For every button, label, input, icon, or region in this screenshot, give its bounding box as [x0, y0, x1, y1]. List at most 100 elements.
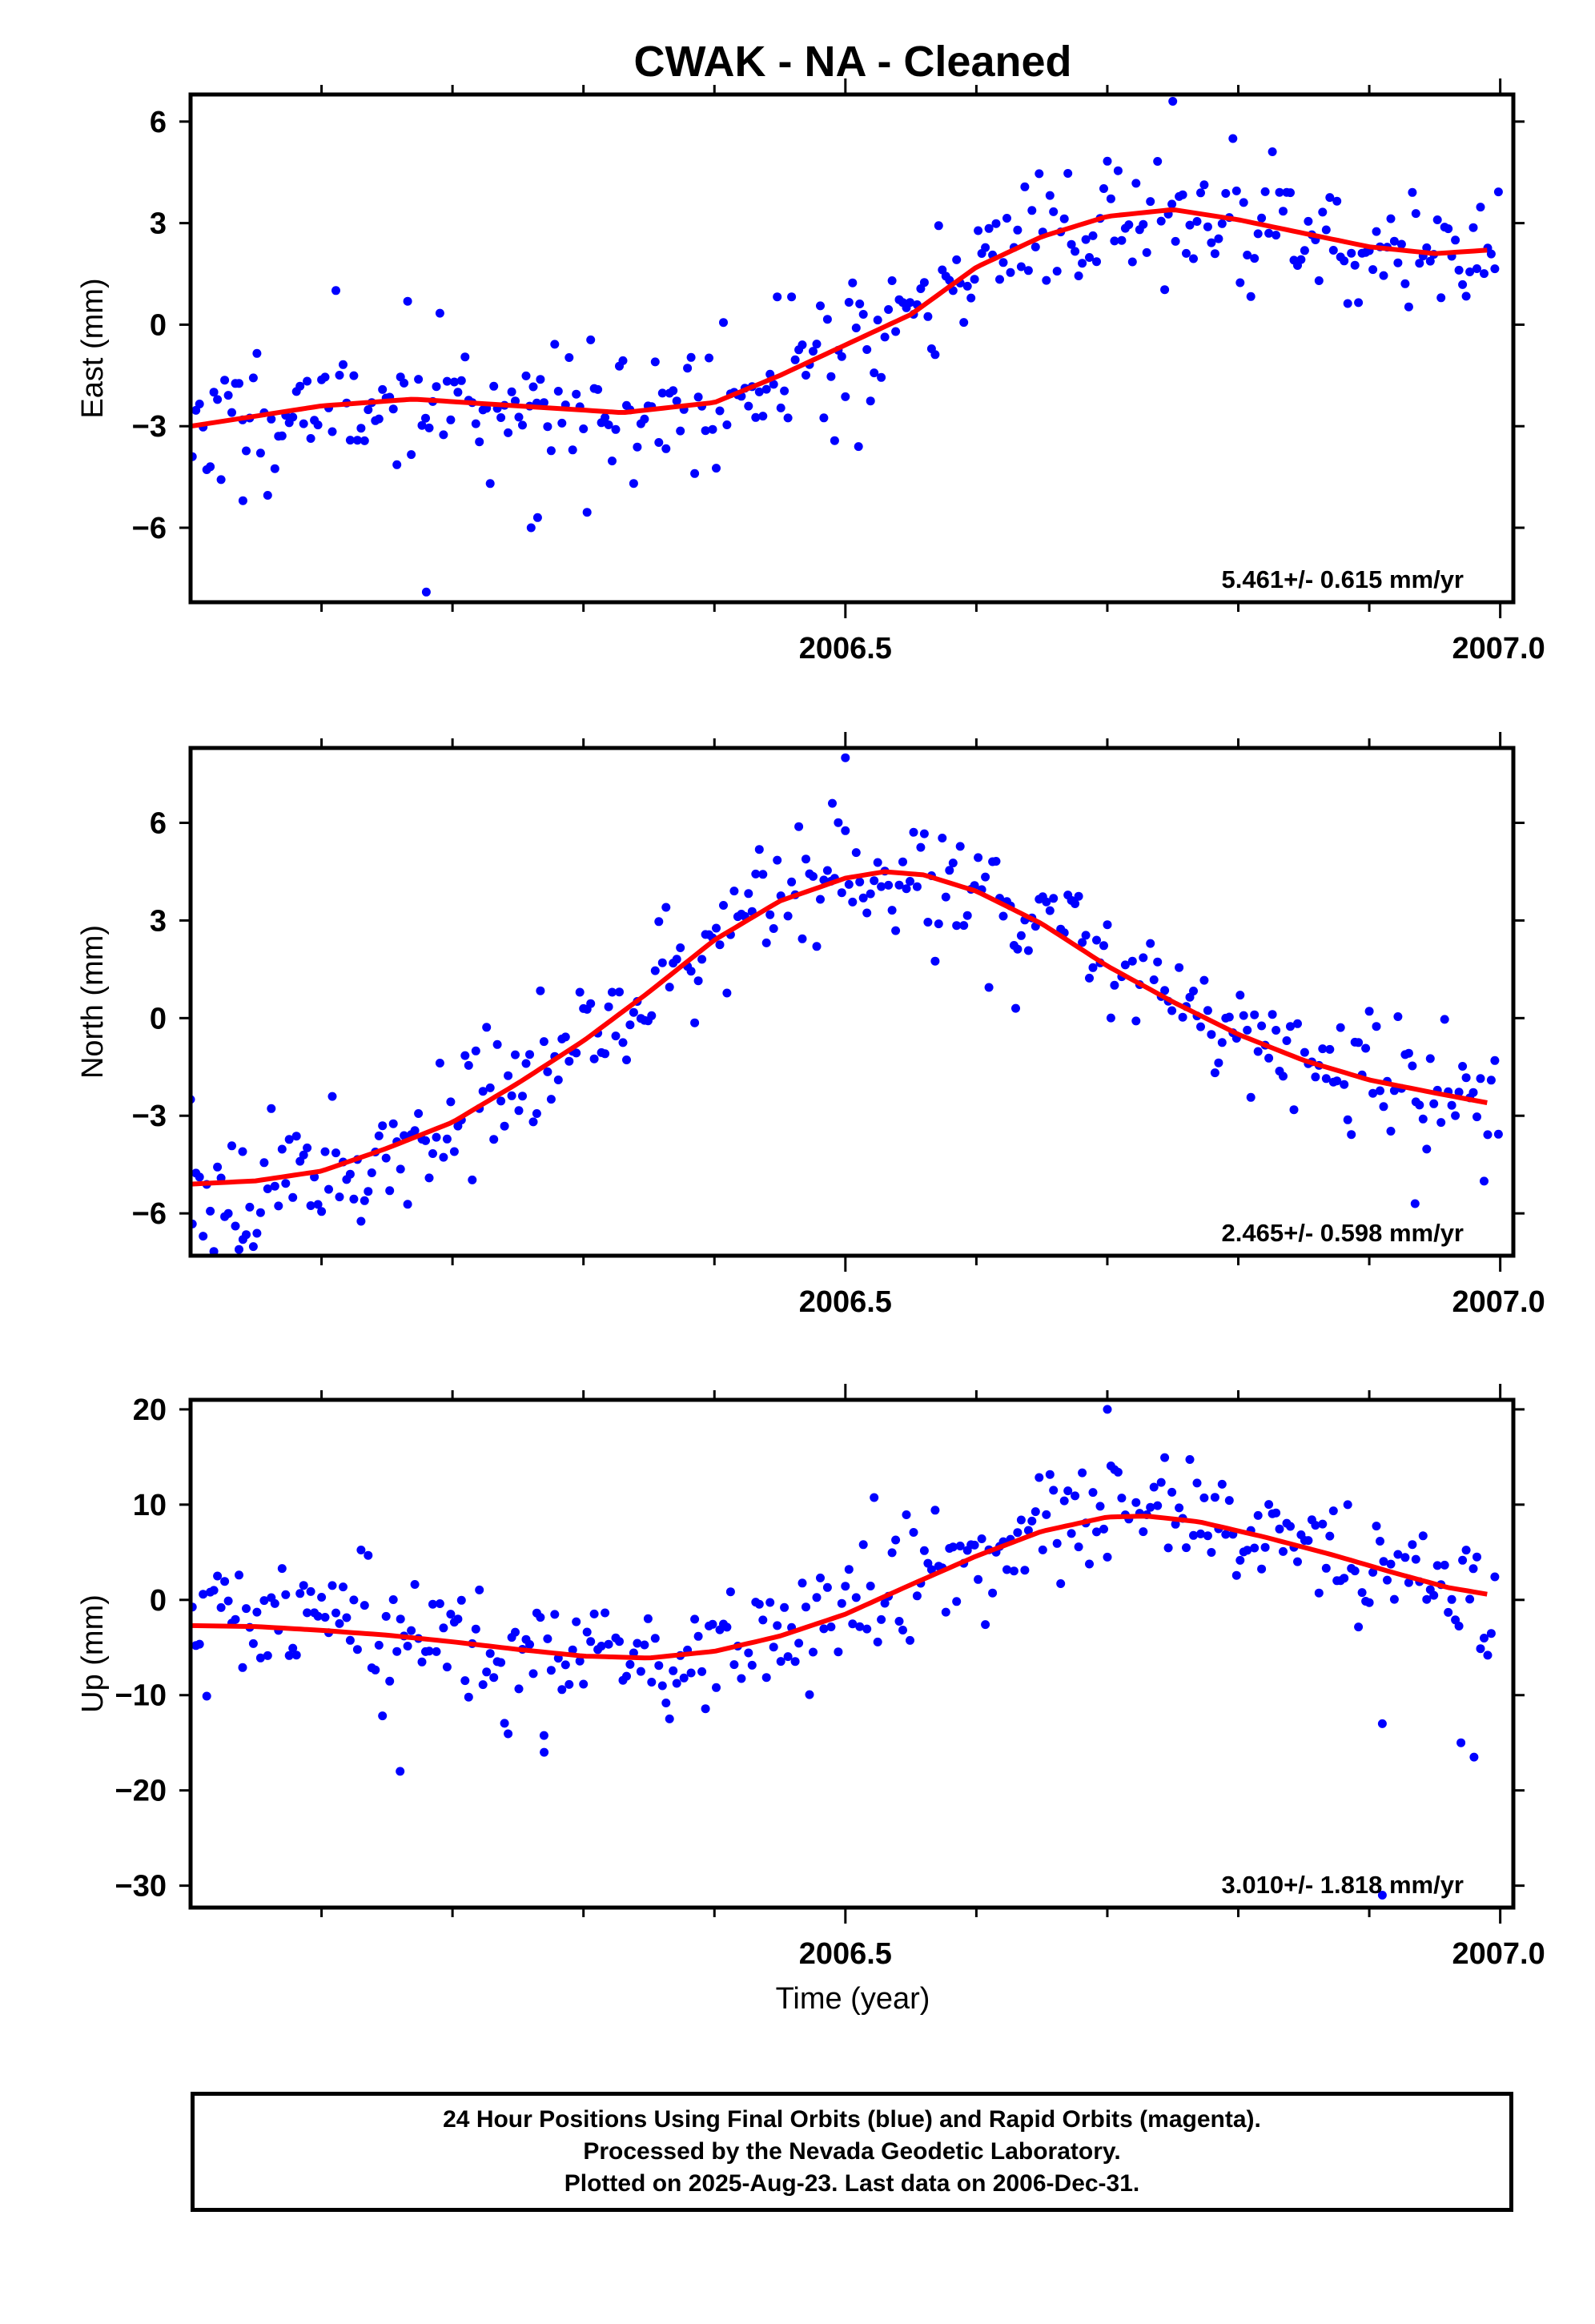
data-point	[669, 1666, 678, 1675]
data-point	[582, 508, 592, 517]
data-point	[1486, 1629, 1496, 1638]
data-point	[1217, 219, 1227, 228]
panel-north: −6 −3 0 3 6 2006.5 2007.0 North (mm) 2.465+/- 0.…	[76, 732, 1545, 1319]
data-point	[511, 396, 520, 406]
data-point	[995, 275, 1004, 284]
data-point	[1067, 1529, 1076, 1538]
plot-frame	[188, 1397, 1516, 1910]
data-point	[1354, 1622, 1364, 1632]
data-point	[661, 903, 671, 912]
data-point	[1178, 1012, 1187, 1022]
data-point	[439, 430, 448, 440]
data-point	[1149, 1482, 1159, 1492]
data-point	[428, 1599, 437, 1609]
data-point	[1325, 1044, 1335, 1054]
data-point	[1476, 1644, 1485, 1654]
data-point	[1203, 1531, 1212, 1541]
data-point	[855, 1622, 865, 1631]
data-point	[1461, 1546, 1471, 1555]
data-point	[528, 1669, 538, 1679]
data-point	[1207, 238, 1216, 247]
data-point	[539, 1731, 548, 1740]
data-point	[299, 1581, 308, 1590]
data-point	[1364, 1598, 1374, 1607]
data-point	[1052, 1538, 1062, 1548]
data-point	[984, 223, 994, 233]
data-point	[826, 1622, 836, 1631]
data-point	[981, 1620, 990, 1630]
data-point	[906, 877, 914, 886]
data-point	[1454, 1622, 1464, 1630]
data-point	[611, 1031, 621, 1041]
data-point	[1321, 1074, 1331, 1084]
data-point	[277, 1564, 287, 1574]
data-point	[546, 1666, 556, 1675]
data-point	[1429, 1590, 1439, 1600]
data-point	[1490, 1572, 1500, 1582]
data-point	[471, 1624, 480, 1634]
data-point	[1343, 1500, 1352, 1510]
data-point	[482, 1667, 492, 1677]
data-point	[761, 1673, 771, 1683]
data-point	[798, 340, 807, 350]
data-point	[705, 353, 713, 363]
data-point	[780, 1602, 789, 1612]
data-point	[640, 414, 649, 424]
data-point	[1253, 229, 1263, 239]
data-point	[758, 870, 768, 879]
data-point	[1042, 897, 1051, 907]
data-point	[456, 1595, 466, 1605]
data-point	[557, 418, 567, 428]
data-point	[1311, 1072, 1320, 1082]
data-point	[683, 364, 693, 373]
y-tick-label: −3	[132, 410, 167, 444]
data-point-outlier	[1103, 1405, 1112, 1414]
data-point	[608, 987, 617, 997]
data-point	[834, 818, 843, 827]
data-point	[1386, 1127, 1396, 1136]
data-point	[805, 1690, 814, 1699]
data-point	[1031, 242, 1040, 251]
data-point	[374, 1131, 384, 1140]
plot-area-east	[191, 97, 1503, 597]
data-point	[1142, 247, 1151, 257]
data-point	[274, 1201, 283, 1211]
data-point	[912, 1591, 922, 1601]
data-point	[1016, 262, 1026, 271]
data-point	[887, 276, 897, 285]
data-point	[751, 412, 761, 422]
data-point	[209, 1586, 219, 1595]
data-point	[471, 1046, 480, 1055]
fit-curve	[191, 207, 1488, 429]
data-point	[1063, 1486, 1073, 1496]
data-point	[291, 1132, 301, 1141]
y-axis-label: East (mm)	[76, 278, 110, 418]
data-point	[891, 1535, 901, 1545]
data-point	[647, 1678, 657, 1687]
data-point	[1023, 266, 1033, 275]
data-point	[693, 392, 703, 402]
data-point	[798, 934, 807, 943]
data-point	[601, 1608, 610, 1618]
data-point	[381, 1611, 391, 1621]
data-point	[758, 412, 768, 421]
data-point	[546, 446, 556, 456]
data-point	[248, 373, 258, 383]
y-tick-label: 3	[150, 904, 167, 938]
data-point	[787, 877, 797, 887]
data-point	[862, 345, 872, 354]
data-point	[489, 1673, 499, 1683]
data-point	[392, 1647, 402, 1656]
data-point	[1189, 254, 1198, 263]
data-point	[449, 1147, 459, 1156]
data-point	[1088, 231, 1098, 240]
data-point	[1451, 1111, 1460, 1120]
data-point	[1074, 891, 1083, 901]
data-point	[633, 442, 642, 452]
data-point	[1139, 219, 1148, 229]
data-point	[335, 1618, 344, 1628]
figure-title: CWAK - NA - Cleaned	[633, 38, 1071, 86]
data-point	[1243, 1025, 1252, 1035]
data-point	[407, 450, 416, 460]
data-point	[403, 1200, 412, 1209]
